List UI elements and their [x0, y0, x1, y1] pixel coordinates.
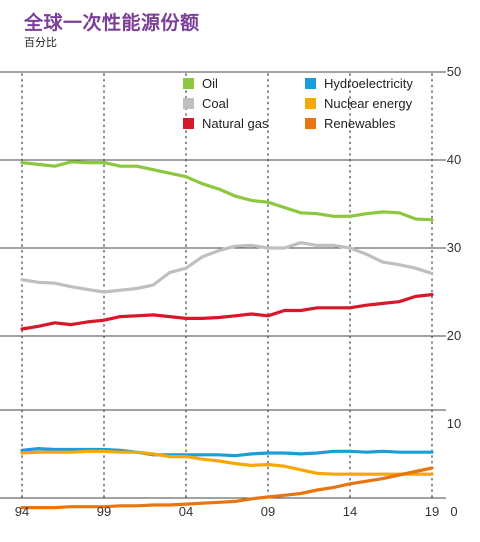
legend-swatch-coal: [183, 98, 194, 109]
legend-swatch-hydroelectricity: [305, 78, 316, 89]
gridlines: [0, 71, 446, 499]
y-tick-label-40: 40: [447, 152, 461, 167]
legend-swatch-renewables: [305, 118, 316, 129]
x-tick-label-99: 99: [97, 504, 111, 519]
y-tick-label-10: 10: [447, 416, 461, 431]
series-line-coal: [20, 241, 434, 294]
legend-label-nuclear-energy: Nuclear energy: [324, 96, 413, 111]
series-line-oil: [20, 160, 434, 222]
legend-swatch-nuclear-energy: [305, 98, 316, 109]
legend-label-renewables: Renewables: [324, 116, 396, 131]
legend-label-hydroelectricity: Hydroelectricity: [324, 76, 413, 91]
axis-ticks: 50 40 30 20 10 0 94 99 04 09 14 19: [15, 64, 461, 519]
x-tick-label-14: 14: [343, 504, 357, 519]
series-line-nuclear-energy: [20, 449, 434, 476]
y-tick-label-50: 50: [447, 64, 461, 79]
series-line-natural-gas: [20, 293, 434, 331]
legend-swatch-oil: [183, 78, 194, 89]
series-lines: [20, 160, 434, 510]
chart-title: 全球一次性能源份额: [24, 12, 200, 34]
x-tick-label-19: 19: [425, 504, 439, 519]
x-tick-label-09: 09: [261, 504, 275, 519]
x-tick-label-04: 04: [179, 504, 193, 519]
series-line-hydroelectricity: [20, 447, 434, 458]
y-tick-label-30: 30: [447, 240, 461, 255]
x-tick-label-94: 94: [15, 504, 29, 519]
legend-label-oil: Oil: [202, 76, 218, 91]
chart-subtitle: 百分比: [24, 36, 57, 49]
y-tick-label-0: 0: [450, 504, 457, 519]
legend-swatch-natural-gas: [183, 118, 194, 129]
y-tick-label-20: 20: [447, 328, 461, 343]
legend: Oil Coal Natural gas Hydroelectricity Nuclea…: [183, 76, 413, 131]
legend-label-coal: Coal: [202, 96, 229, 111]
legend-label-natural-gas: Natural gas: [202, 116, 269, 131]
series-line-renewables: [20, 466, 434, 510]
